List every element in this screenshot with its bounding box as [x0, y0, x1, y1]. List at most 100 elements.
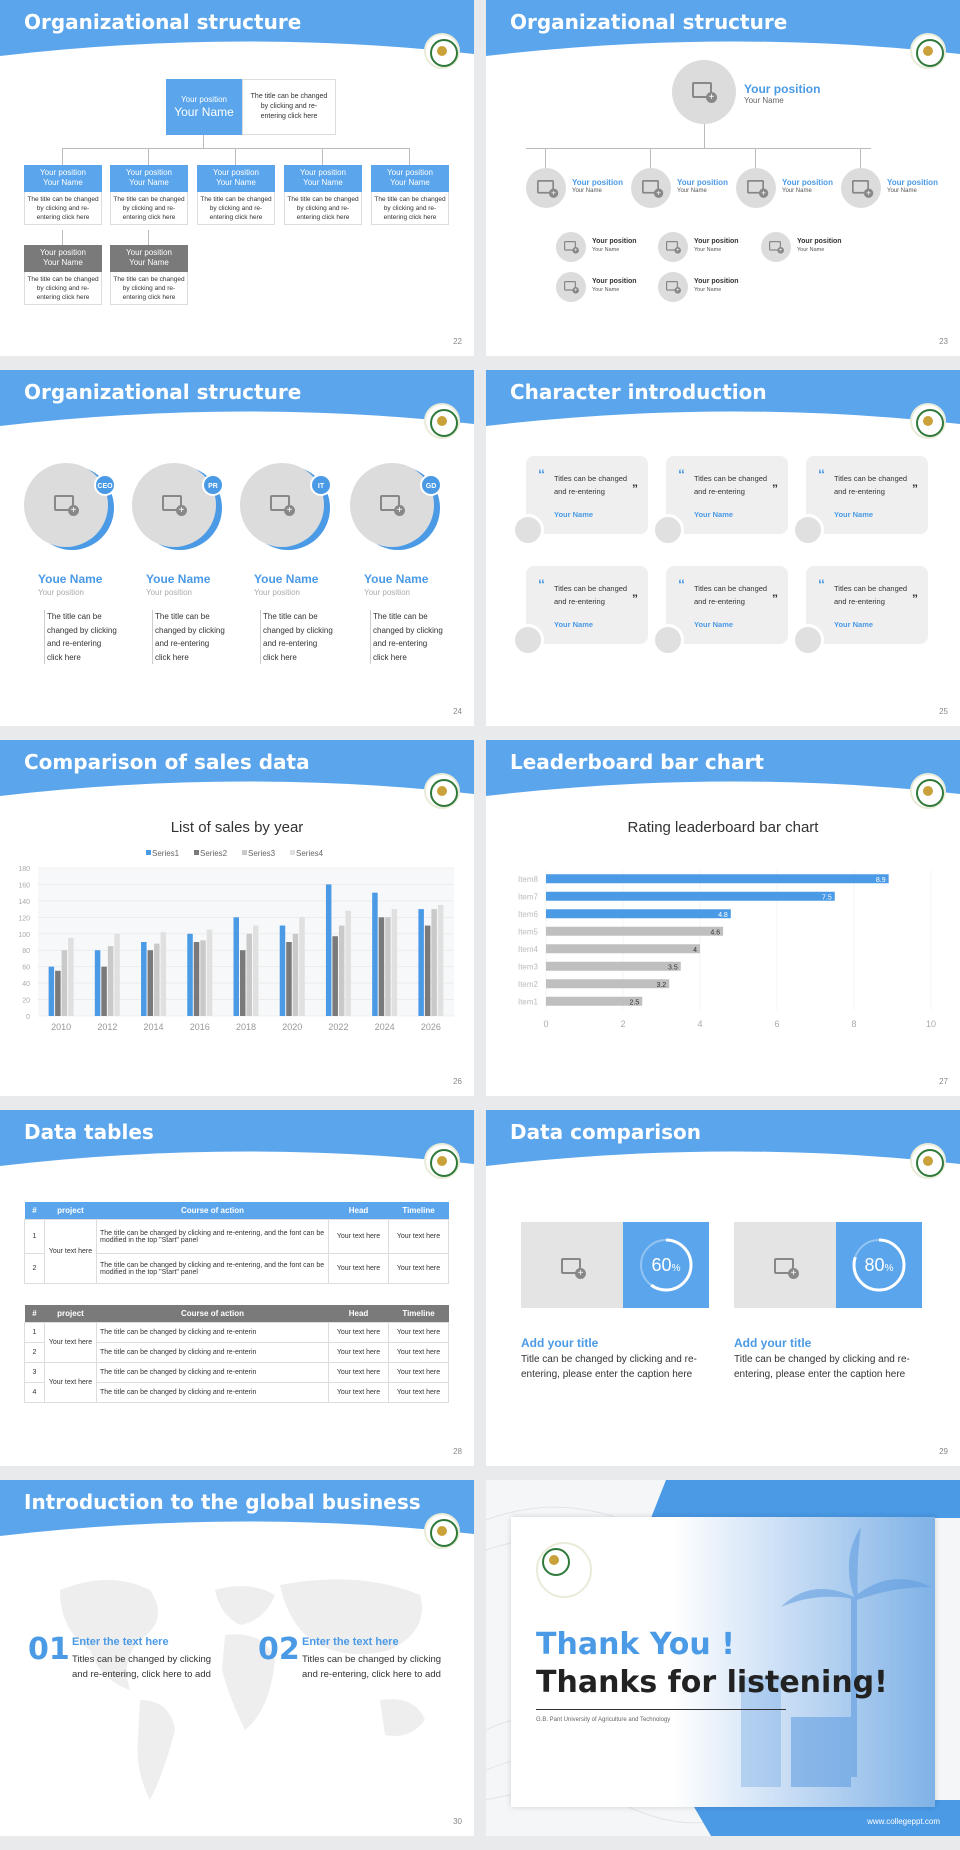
university-name: G.B. Pant University of Agriculture and …: [536, 1717, 671, 1723]
org-desc: The title can be changed by clicking and…: [284, 192, 362, 225]
col-header: Timeline: [402, 1309, 435, 1318]
sub-position: Your position: [592, 278, 637, 285]
slide-29: Data comparison 60% Add your title Title c…: [486, 1110, 960, 1466]
data-table-1: # project Course of action Head Timeline…: [24, 1202, 449, 1284]
close-quote-icon: ”: [632, 592, 638, 606]
slide-title: Character introduction: [510, 380, 767, 404]
quote-card: “ Titles can be changed and re-entering ” Y…: [666, 566, 788, 644]
x-tick-label: 2012: [97, 1022, 117, 1032]
table-row: 3 Your text here The title can be change…: [24, 1362, 449, 1403]
x-tick-label: 2024: [375, 1022, 395, 1032]
person-name: Youe Name: [254, 572, 319, 586]
org-position: Your position: [126, 248, 172, 257]
person-name: Youe Name: [38, 572, 103, 586]
top-avatar: [672, 60, 736, 124]
x-tick-label: 2: [620, 1019, 625, 1029]
org-desc: The title can be changed by clicking and…: [24, 272, 102, 305]
slide-title: Organizational structure: [510, 10, 788, 34]
org-box: Your position Your Name: [284, 165, 362, 192]
slide-30: Introduction to the global business 01 En…: [0, 1480, 474, 1836]
col-header: Head: [348, 1309, 369, 1318]
bar: [299, 917, 305, 1016]
percent-value: 80: [864, 1255, 885, 1275]
cell-action: The title can be changed by clicking and…: [96, 1253, 329, 1284]
quote-text: Titles can be changed and re-entering: [554, 584, 628, 606]
col-header: Course of action: [180, 1206, 245, 1215]
person-avatar-icon: [512, 514, 544, 546]
percent-unit: %: [884, 1263, 894, 1274]
x-tick-label: 2010: [51, 1022, 71, 1032]
member-avatar: [736, 168, 776, 208]
item-desc: Titles can be changed by clicking and re…: [72, 1654, 212, 1680]
person-avatar-icon: [512, 624, 544, 656]
org-name: Your Name: [390, 178, 430, 187]
percent-value: 60: [651, 1255, 672, 1275]
x-tick-label: 2016: [190, 1022, 210, 1032]
slide-header: Comparison of sales data: [0, 740, 474, 804]
percent-label: 80%: [836, 1255, 922, 1276]
quote-name: Your Name: [834, 510, 874, 519]
bar: [187, 933, 193, 1016]
quote-card: “ Titles can be changed and re-entering ” Y…: [806, 456, 928, 534]
bar: [193, 942, 200, 1016]
connector: [704, 124, 705, 148]
cell-timeline: Your text here: [388, 1382, 449, 1403]
item-desc: Title can be changed by clicking and re-…: [521, 1354, 697, 1380]
close-quote-icon: ”: [632, 482, 638, 496]
connector: [650, 148, 651, 168]
person-position: Your position: [364, 588, 410, 597]
role-badge: GD: [420, 474, 442, 496]
bar: [233, 917, 239, 1016]
university-logo: [910, 773, 946, 809]
quote-text: Titles can be changed and re-entering: [834, 584, 908, 606]
person-avatar-icon: [652, 514, 684, 546]
x-tick-label: 2020: [282, 1022, 302, 1032]
org-name: Your Name: [129, 178, 169, 187]
slide-25: Character introduction “ Titles can be ch…: [486, 370, 960, 726]
item-desc: Titles can be changed by clicking and re…: [302, 1654, 442, 1680]
person-position: Your position: [38, 588, 84, 597]
image-placeholder-icon: [270, 495, 295, 516]
percent-box: 60%: [623, 1222, 709, 1308]
cell-num: 1: [24, 1322, 45, 1343]
bar: [325, 884, 332, 1016]
slide-header: Data comparison: [486, 1110, 960, 1174]
legend-label: Series2: [200, 849, 228, 858]
slide-27: Leaderboard bar chart Rating leaderboard…: [486, 740, 960, 1096]
quote-card: “ Titles can be changed and re-entering ” Y…: [666, 456, 788, 534]
bar: [418, 909, 424, 1016]
y-tick-label: 100: [18, 932, 30, 939]
bar: [338, 925, 345, 1016]
x-tick-label: 10: [926, 1019, 936, 1029]
slide-23: Organizational structure Your position Y…: [486, 0, 960, 356]
university-logo: [910, 33, 946, 69]
data-label: 8.9: [876, 877, 886, 884]
page-number: 29: [939, 1447, 948, 1456]
x-tick-label: 2018: [236, 1022, 256, 1032]
cell-num: 2: [24, 1342, 45, 1363]
org-name: Your Name: [129, 258, 169, 267]
x-tick-label: 0: [543, 1019, 548, 1029]
bar: [141, 942, 147, 1016]
bar: [279, 925, 286, 1016]
quote-name: Your Name: [694, 620, 734, 629]
y-tick-label: Item5: [518, 927, 539, 936]
cell-project: Your text here: [44, 1322, 97, 1363]
data-label: 4.8: [718, 912, 728, 919]
percent-label: 60%: [623, 1255, 709, 1276]
connector: [860, 148, 861, 168]
image-placeholder-icon: [564, 281, 580, 294]
bar: [424, 925, 431, 1016]
page-number: 23: [939, 337, 948, 346]
member-name: Your Name: [782, 188, 812, 194]
org-box: Your position Your Name: [24, 165, 102, 192]
member-avatar: [631, 168, 671, 208]
legend-label: Series1: [152, 849, 180, 858]
image-placeholder-icon: [774, 1258, 799, 1279]
sub-position: Your position: [592, 238, 637, 245]
cell-num: 3: [24, 1362, 45, 1383]
university-logo: [536, 1542, 592, 1598]
slide-22: Organizational structure Your position Y…: [0, 0, 474, 356]
image-placeholder-icon: [564, 241, 580, 254]
page-number: 26: [453, 1077, 462, 1086]
